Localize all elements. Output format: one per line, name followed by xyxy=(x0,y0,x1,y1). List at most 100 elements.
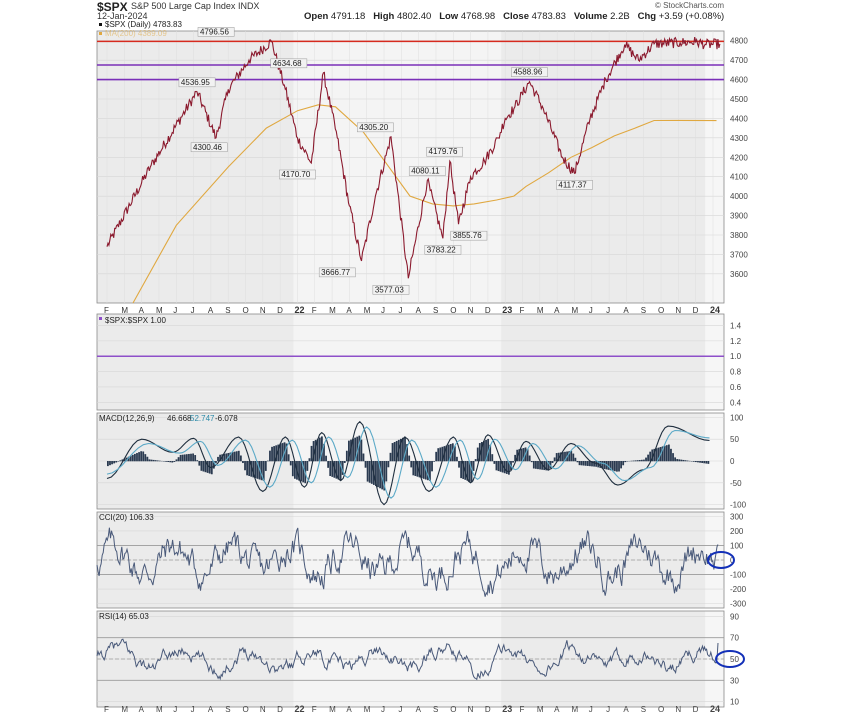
price-annotation: 4305.20 xyxy=(359,123,388,132)
macd-histogram-bar xyxy=(337,461,340,480)
rsi-y-tick-label: 70 xyxy=(730,634,739,643)
macd-histogram-bar xyxy=(410,461,413,468)
macd-histogram-bar xyxy=(576,461,579,463)
x-tick-label: D xyxy=(277,306,283,315)
macd-histogram-bar xyxy=(341,461,344,475)
volume-value: 2.2B xyxy=(610,11,630,22)
macd-histogram-bar xyxy=(254,461,257,479)
macd-histogram-bar xyxy=(645,457,647,462)
macd-histogram-bar xyxy=(601,461,604,469)
macd-histogram-bar xyxy=(200,461,203,471)
macd-histogram-bar xyxy=(472,461,475,471)
macd-histogram-bar xyxy=(638,460,641,462)
macd-histogram-bar xyxy=(289,461,292,466)
macd-histogram-bar xyxy=(229,452,232,462)
macd-histogram-bar xyxy=(375,461,377,487)
macd-histogram-bar xyxy=(435,451,438,462)
macd-histogram-bar xyxy=(391,443,394,462)
macd-histogram-bar xyxy=(456,456,458,462)
macd-histogram-bar xyxy=(215,461,217,463)
macd-histogram-bar xyxy=(279,443,282,462)
macd-histogram-bar xyxy=(474,459,477,462)
macd-histogram-bar xyxy=(678,459,681,462)
macd-histogram-bar xyxy=(624,461,627,463)
x-tick-label: J xyxy=(589,306,593,315)
cci-y-tick-label: -300 xyxy=(730,600,747,609)
macd-histogram-bar xyxy=(657,447,660,462)
x-tick-label: F xyxy=(520,306,525,315)
macd-y-tick-label: 50 xyxy=(730,435,739,444)
x-tick-label: M xyxy=(121,306,128,315)
macd-histogram-bar xyxy=(549,461,552,469)
macd-histogram-bar xyxy=(499,461,502,472)
security-name: S&P 500 Large Cap Index xyxy=(131,1,236,11)
macd-histogram-bar xyxy=(117,461,120,462)
macd-histogram-bar xyxy=(570,450,573,462)
legend-ma: MA(200) 4389.09 xyxy=(105,29,167,38)
macd-histogram-bar xyxy=(175,459,178,462)
macd-histogram-bar xyxy=(121,459,124,462)
macd-histogram-bar xyxy=(264,461,267,471)
macd-histogram-bar xyxy=(505,461,508,474)
macd-histogram-bar xyxy=(439,447,442,462)
macd-histogram-bar xyxy=(389,452,392,462)
ratio-y-tick-label: 0.8 xyxy=(730,368,742,377)
macd-histogram-bar xyxy=(123,458,126,462)
macd-histogram-bar xyxy=(335,461,338,479)
macd-histogram-bar xyxy=(183,454,186,462)
macd-histogram-bar xyxy=(177,457,180,462)
x-tick-label: O xyxy=(243,306,249,315)
macd-histogram-bar xyxy=(483,440,485,462)
macd-histogram-bar xyxy=(422,461,425,479)
x-tick-label-bottom: F xyxy=(104,705,109,714)
legend-cci: CCI(20) 106.33 xyxy=(99,513,154,522)
panel-price-frame xyxy=(96,30,725,304)
macd-histogram-bar xyxy=(325,455,327,462)
macd-histogram-bar xyxy=(237,450,240,462)
macd-histogram-bar xyxy=(192,453,194,462)
macd-histogram-bar xyxy=(661,446,664,462)
price-y-tick-label: 4500 xyxy=(730,95,748,104)
macd-histogram-bar xyxy=(233,451,236,462)
macd-histogram-bar xyxy=(252,461,255,478)
macd-histogram-bar xyxy=(651,449,654,462)
macd-histogram-bar xyxy=(553,457,556,462)
x-tick-label-bottom: N xyxy=(468,705,474,714)
x-tick-label-bottom: D xyxy=(485,705,491,714)
cci-y-tick-label: 100 xyxy=(730,541,744,550)
macd-histogram-bar xyxy=(620,461,622,469)
macd-histogram-bar xyxy=(393,441,396,462)
price-annotation-box xyxy=(318,267,356,278)
macd-histogram-bar xyxy=(663,445,666,462)
macd-histogram-bar xyxy=(171,461,174,463)
x-tick-label: A xyxy=(416,306,422,315)
macd-histogram-bar xyxy=(262,461,265,481)
macd-histogram-bar xyxy=(408,455,411,462)
x-tick-label-bottom: N xyxy=(675,705,681,714)
x-tick-label-bottom: 23 xyxy=(502,704,512,714)
macd-histogram-bar xyxy=(148,459,151,462)
macd-histogram-bar xyxy=(190,453,192,462)
macd-histogram-bar xyxy=(235,451,238,462)
panel-ratio-year-band-24 xyxy=(705,314,724,410)
macd-histogram-bar xyxy=(134,453,136,462)
x-tick-label: J xyxy=(191,306,195,315)
macd-histogram-bar xyxy=(480,441,483,462)
cci-y-tick-label: 200 xyxy=(730,527,744,536)
macd-histogram-bar xyxy=(655,448,658,462)
macd-histogram-bar xyxy=(107,461,109,467)
price-y-tick-label: 4400 xyxy=(730,114,748,123)
macd-histogram-bar xyxy=(266,460,269,462)
macd-histogram-bar xyxy=(129,455,132,462)
macd-histogram-bar xyxy=(217,456,219,462)
x-tick-label-bottom: A xyxy=(554,705,560,714)
rsi-line xyxy=(96,638,719,681)
macd-histogram-bar xyxy=(196,460,199,462)
macd-histogram-bar xyxy=(703,461,706,464)
macd-histogram-bar xyxy=(572,453,575,462)
macd-histogram-bar xyxy=(618,461,620,472)
macd-histogram-bar xyxy=(281,443,284,462)
macd-histogram-bar xyxy=(543,461,546,471)
macd-histogram-bar xyxy=(312,441,315,462)
stockcharts-watermark: © StockCharts.com xyxy=(654,1,724,10)
